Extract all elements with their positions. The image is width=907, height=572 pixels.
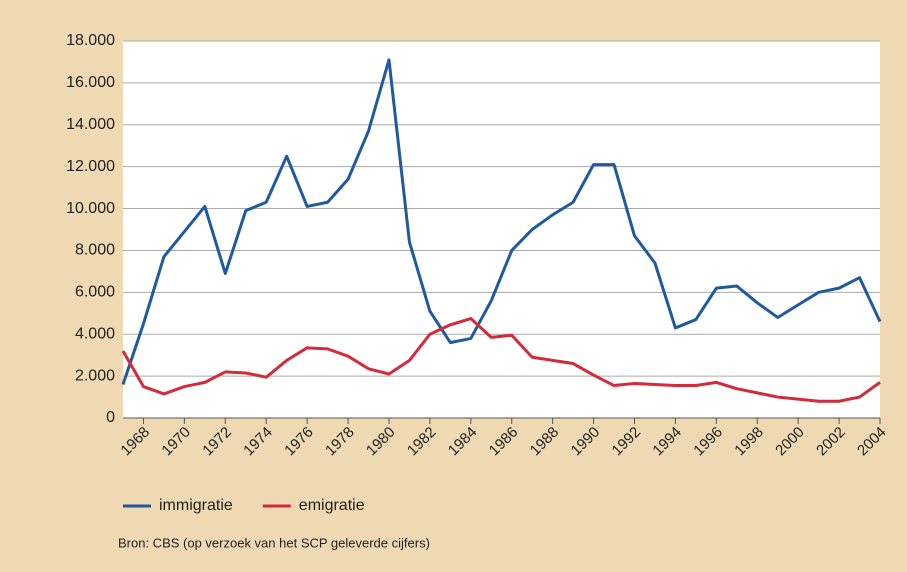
y-tick-label: 8.000 bbox=[75, 242, 115, 259]
plot-area bbox=[123, 41, 880, 418]
series-line bbox=[121, 317, 881, 403]
source: Bron: CBS (op verzoek van het SCP geleve… bbox=[118, 535, 430, 550]
y-tick-label: 18.000 bbox=[66, 32, 115, 49]
y-tick-label: 4.000 bbox=[75, 325, 115, 342]
legend-label: immigratie bbox=[159, 497, 233, 514]
legend-label: emigratie bbox=[299, 497, 365, 514]
y-tick-label: 16.000 bbox=[66, 74, 115, 91]
y-tick-label: 6.000 bbox=[75, 284, 115, 301]
y-tick-label: 2.000 bbox=[75, 367, 115, 384]
y-tick-label: 10.000 bbox=[66, 200, 115, 217]
y-tick-label: 0 bbox=[106, 409, 115, 426]
y-tick-label: 12.000 bbox=[66, 158, 115, 175]
series-line bbox=[121, 58, 882, 385]
y-tick-label: 14.000 bbox=[66, 116, 115, 133]
